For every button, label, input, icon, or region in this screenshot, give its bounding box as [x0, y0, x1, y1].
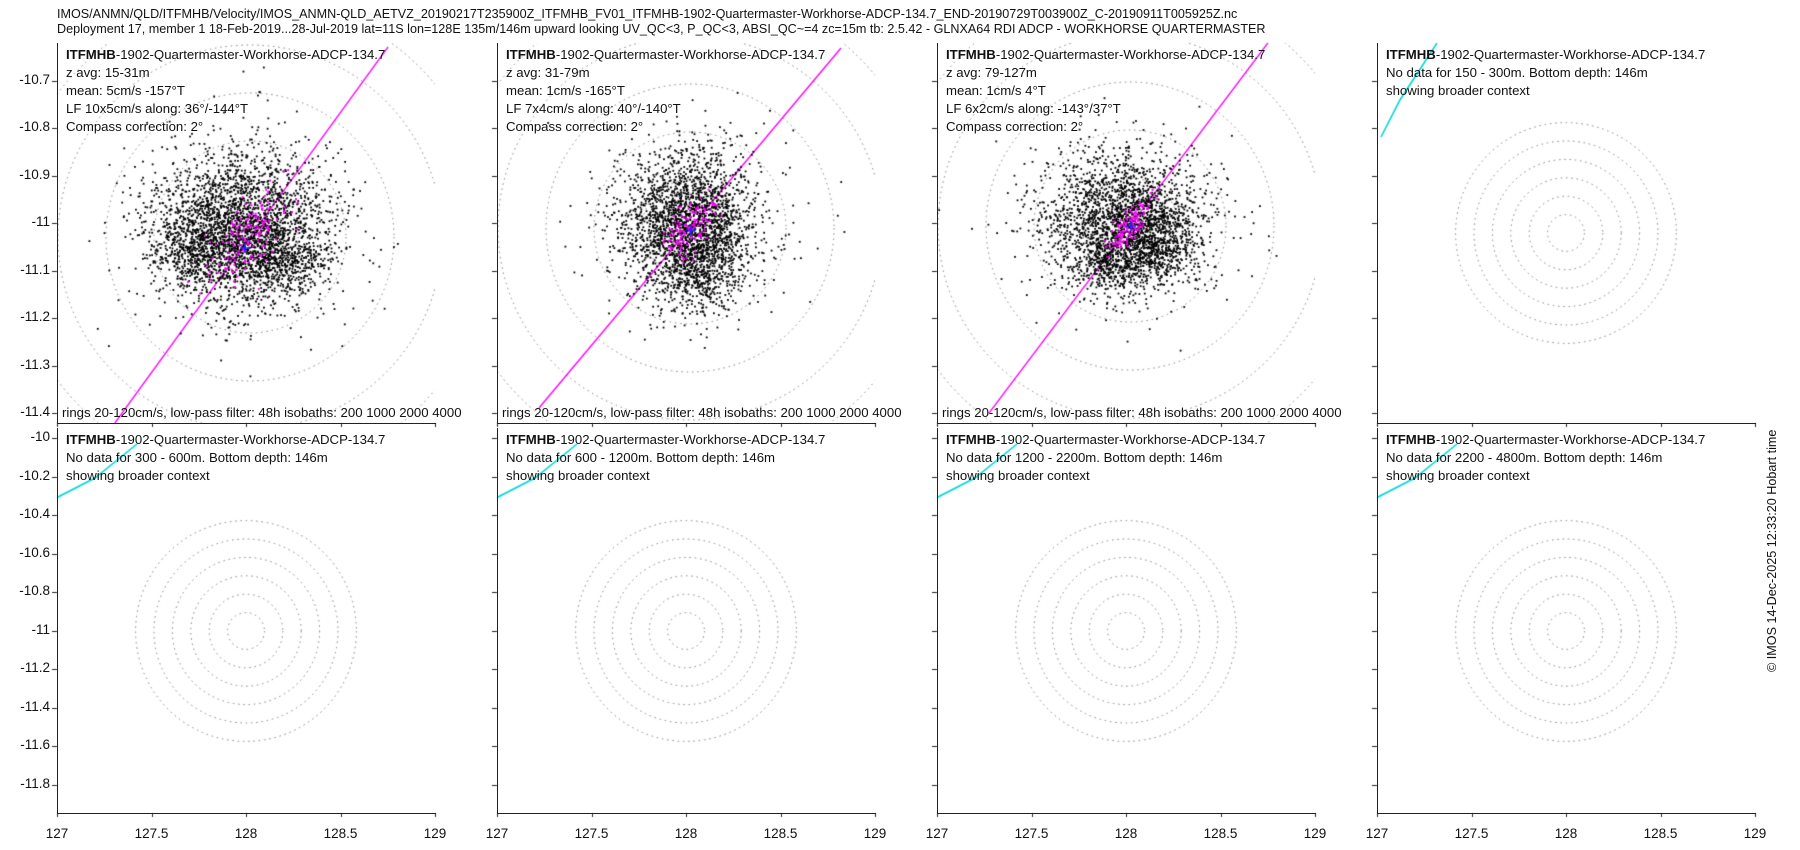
x-tick-label: 127 — [1365, 826, 1389, 841]
panel-1-compass: Compass correction: 2° — [66, 119, 204, 134]
x-tick-label: 127.5 — [1454, 826, 1489, 841]
panel-6-nodata: No data for 600 - 1200m. Bottom depth: 1… — [506, 450, 776, 465]
panel-8-nodata: No data for 2200 - 4800m. Bottom depth: … — [1386, 450, 1663, 465]
panel-5-context: showing broader context — [66, 468, 210, 483]
x-tick-label: 128.5 — [1643, 826, 1678, 841]
y-tick-label: -11.6 — [20, 737, 50, 753]
x-tick-label: 127.5 — [574, 826, 609, 841]
panel-4-nodata: No data for 150 - 300m. Bottom depth: 14… — [1386, 65, 1648, 80]
y-tick-label: -10.8 — [19, 119, 50, 135]
x-tick-label: 127.5 — [134, 826, 169, 841]
x-tick-label: 127 — [45, 826, 69, 841]
panel-3-title: ITFMHB-1902-Quartermaster-Workhorse-ADCP… — [946, 47, 1266, 62]
header-deployment-info: Deployment 17, member 1 18-Feb-2019...28… — [57, 22, 1266, 36]
y-tick-label: -11.3 — [20, 356, 50, 372]
panel-4-info: ITFMHB-1902-Quartermaster-Workhorse-ADCP… — [1386, 46, 1800, 100]
y-tick-label: -10.7 — [19, 72, 50, 87]
x-tick-label: 128 — [234, 826, 258, 841]
panel-3-footer: rings 20-120cm/s, low-pass filter: 48h i… — [942, 405, 1342, 420]
y-tick-label: -10.4 — [19, 506, 50, 522]
panel-7-info: ITFMHB-1902-Quartermaster-Workhorse-ADCP… — [946, 431, 1378, 485]
x-tick-label: 128 — [1554, 826, 1578, 841]
y-tick-label: -10.9 — [19, 166, 50, 182]
y-tick-label: -11 — [31, 214, 50, 230]
panel-1-info: ITFMHB-1902-Quartermaster-Workhorse-ADCP… — [66, 46, 498, 136]
y-tick-label: -11.2 — [20, 309, 50, 325]
panel-2-info: ITFMHB-1902-Quartermaster-Workhorse-ADCP… — [506, 46, 938, 136]
y-tick-label: -11.2 — [20, 660, 50, 676]
panel-2-title: ITFMHB-1902-Quartermaster-Workhorse-ADCP… — [506, 47, 826, 62]
y-tick-label: -11.4 — [20, 698, 50, 714]
panel-3-zavg: z avg: 79-127m — [946, 65, 1037, 80]
panel-5-info: ITFMHB-1902-Quartermaster-Workhorse-ADCP… — [66, 431, 498, 485]
panel-3-compass: Compass correction: 2° — [946, 119, 1084, 134]
panel-6-title: ITFMHB-1902-Quartermaster-Workhorse-ADCP… — [506, 432, 826, 447]
y-tick-label: -11.8 — [20, 775, 50, 791]
x-tick-label: 129 — [863, 826, 887, 841]
y-tick-label: -10.8 — [19, 583, 50, 599]
y-tick-label: -11.4 — [20, 404, 50, 419]
panel-4-context: showing broader context — [1386, 83, 1530, 98]
x-tick-label: 129 — [1743, 826, 1767, 841]
panel-5-nodata: No data for 300 - 600m. Bottom depth: 14… — [66, 450, 328, 465]
panel-7-context: showing broader context — [946, 468, 1090, 483]
panel-2-mean: mean: 1cm/s -165°T — [506, 83, 625, 98]
panel-8-info: ITFMHB-1902-Quartermaster-Workhorse-ADCP… — [1386, 431, 1800, 485]
y-tick-label: -11.1 — [20, 261, 50, 277]
panel-3-info: ITFMHB-1902-Quartermaster-Workhorse-ADCP… — [946, 46, 1378, 136]
panel-6-info: ITFMHB-1902-Quartermaster-Workhorse-ADCP… — [506, 431, 938, 485]
x-tick-label: 129 — [423, 826, 447, 841]
x-tick-label: 128.5 — [1203, 826, 1238, 841]
y-tick-label: -11 — [31, 621, 50, 637]
panel-3-lowpass: LF 6x2cm/s along: -143°/37°T — [946, 101, 1121, 116]
panel-8-context: showing broader context — [1386, 468, 1530, 483]
x-tick-label: 128 — [674, 826, 698, 841]
panel-2-lowpass: LF 7x4cm/s along: 40°/-140°T — [506, 101, 681, 116]
header-filename: IMOS/ANMN/QLD/ITFMHB/Velocity/IMOS_ANMN-… — [57, 7, 1238, 21]
x-tick-label: 128.5 — [763, 826, 798, 841]
panel-1-footer: rings 20-120cm/s, low-pass filter: 48h i… — [62, 405, 462, 420]
y-tick-label: -10.6 — [19, 544, 50, 560]
panel-2-zavg: z avg: 31-79m — [506, 65, 590, 80]
panel-2-compass: Compass correction: 2° — [506, 119, 644, 134]
panel-1-mean: mean: 5cm/s -157°T — [66, 83, 185, 98]
panel-7-title: ITFMHB-1902-Quartermaster-Workhorse-ADCP… — [946, 432, 1266, 447]
y-tick-label: -10.2 — [19, 467, 50, 483]
panel-1-lowpass: LF 10x5cm/s along: 36°/-144°T — [66, 101, 249, 116]
panel-3-mean: mean: 1cm/s 4°T — [946, 83, 1046, 98]
y-tick-label: -10 — [30, 429, 50, 444]
panel-4-title: ITFMHB-1902-Quartermaster-Workhorse-ADCP… — [1386, 47, 1706, 62]
panel-7-nodata: No data for 1200 - 2200m. Bottom depth: … — [946, 450, 1223, 465]
x-tick-label: 127 — [925, 826, 949, 841]
panel-6-context: showing broader context — [506, 468, 650, 483]
panel-1-zavg: z avg: 15-31m — [66, 65, 150, 80]
panel-8-title: ITFMHB-1902-Quartermaster-Workhorse-ADCP… — [1386, 432, 1706, 447]
panel-5-title: ITFMHB-1902-Quartermaster-Workhorse-ADCP… — [66, 432, 386, 447]
x-tick-label: 127.5 — [1014, 826, 1049, 841]
panel-1-title: ITFMHB-1902-Quartermaster-Workhorse-ADCP… — [66, 47, 386, 62]
x-tick-label: 127 — [485, 826, 509, 841]
x-tick-label: 129 — [1303, 826, 1327, 841]
panel-2-footer: rings 20-120cm/s, low-pass filter: 48h i… — [502, 405, 902, 420]
x-tick-label: 128.5 — [323, 826, 358, 841]
x-tick-label: 128 — [1114, 826, 1138, 841]
